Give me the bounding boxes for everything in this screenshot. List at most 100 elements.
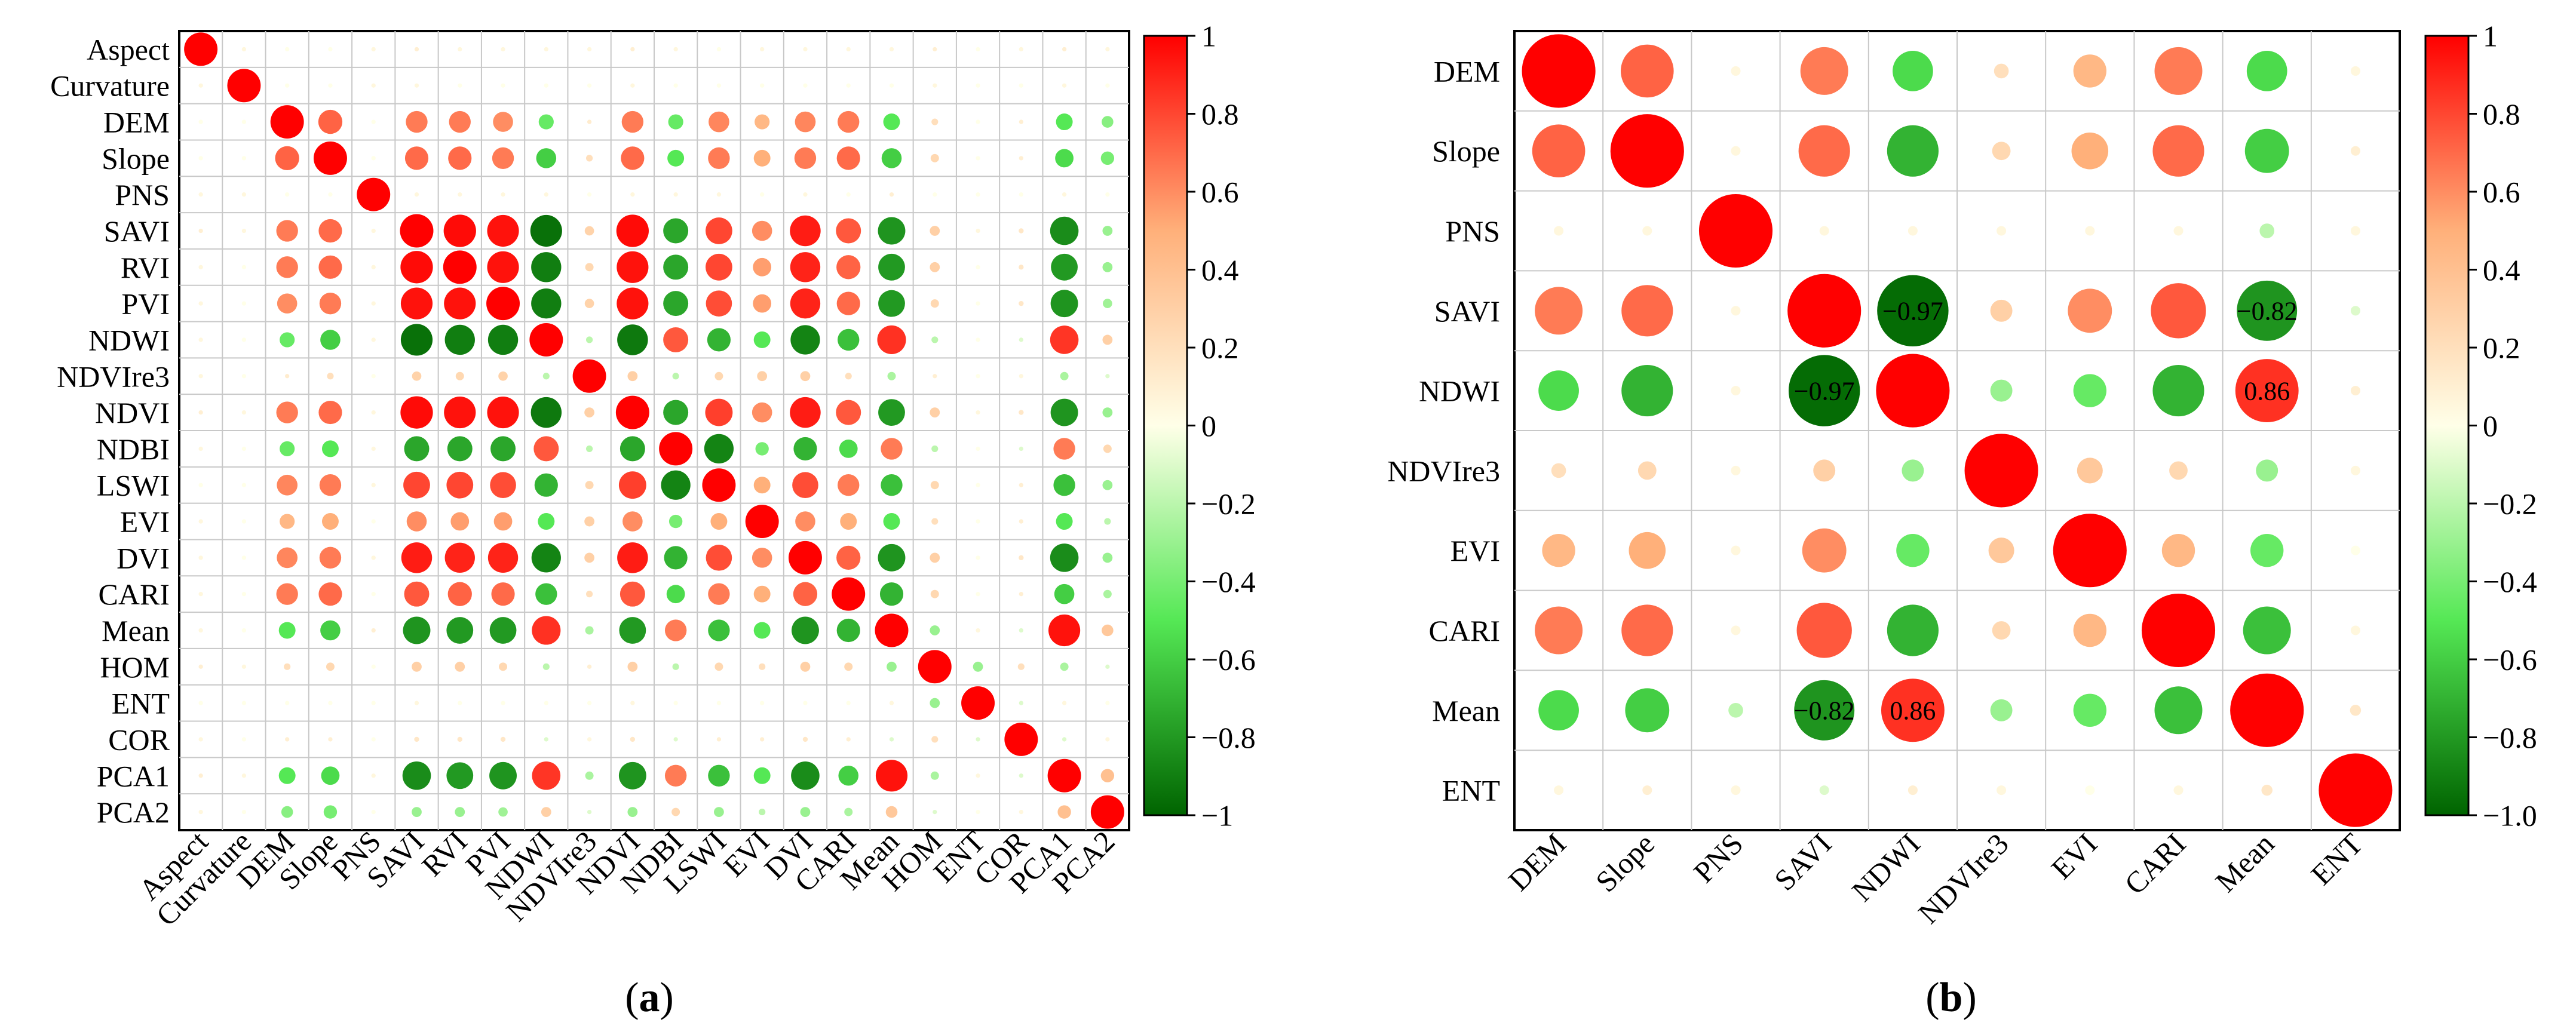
cell-PCA1-Slope (321, 766, 340, 785)
cell-NDVIre3-DVI (800, 371, 811, 382)
row-label: RVI (121, 251, 170, 284)
cell-CARI-CARI (2141, 593, 2216, 668)
cell-DEM-Slope (318, 109, 343, 134)
cell-SAVI-Mean (2237, 280, 2298, 341)
cell-EVI-DEM (280, 514, 295, 529)
cell-PNS-PNS (357, 177, 391, 211)
row-label: NDVIre3 (57, 360, 170, 393)
cell-SAVI-PNS (1731, 306, 1741, 316)
cell-EVI-CARI (2161, 534, 2195, 567)
cell-CARI-DVI (793, 582, 818, 606)
cell-PCA2-LSWI (714, 807, 724, 817)
row-label: CARI (99, 578, 170, 611)
cell-NDVIre3-SAVI (412, 371, 422, 381)
cell-NDWI-EVI (2073, 374, 2106, 407)
cell-NDWI-SAVI (400, 324, 433, 356)
cell-DVI-NDVI (617, 542, 648, 573)
row-label: NDWI (1419, 374, 1500, 408)
cell-Aspect-Aspect (184, 32, 218, 66)
cell-DEM-Curvature (241, 119, 247, 124)
cell-Mean-RVI (446, 617, 474, 644)
cell-SAVI-PVI (487, 214, 519, 247)
cell-HOM-Aspect (198, 664, 203, 669)
cell-HOM-NDWI (542, 663, 550, 670)
colorbar (2424, 35, 2470, 816)
cell-COR-PNS (371, 737, 376, 742)
row-label: ENT (112, 687, 170, 720)
cell-NDVIre3-PCA1 (1060, 371, 1069, 380)
cell-Mean-NDVIre3 (1990, 699, 2013, 721)
cell-SAVI-PCA1 (1050, 216, 1079, 245)
colorbar-tick-label: −0.4 (2483, 565, 2537, 598)
cell-HOM-NDBI (672, 663, 679, 670)
cell-DEM-LSWI (709, 111, 729, 133)
cell-Slope-EVI (2071, 132, 2109, 170)
cell-Slope-ENT (976, 156, 980, 161)
value-label: −0.82 (2237, 297, 2298, 326)
row-label: DEM (103, 106, 170, 139)
cell-PNS-EVI (2085, 226, 2095, 236)
cell-EVI-Mean (883, 513, 900, 530)
cell-NDWI-ENT (2350, 386, 2360, 396)
cell-COR-Aspect (198, 737, 203, 742)
cell-CARI-Curvature (241, 592, 247, 597)
cell-ENT-LSWI (716, 701, 722, 705)
cell-DVI-DEM (277, 547, 298, 569)
cell-SAVI-Slope (1621, 285, 1673, 337)
cell-PNS-SAVI (414, 192, 419, 197)
cell-SAVI-RVI (443, 214, 476, 247)
cell-ENT-NDWI (544, 701, 548, 705)
row-label: COR (108, 723, 170, 756)
cell-COR-RVI (457, 736, 462, 742)
cell-NDVIre3-ENT (2350, 465, 2360, 475)
cell-LSWI-RVI (446, 471, 474, 499)
cell-DEM-EVI (2073, 54, 2106, 88)
cell-ENT-Mean (2261, 784, 2273, 796)
cell-Mean-ENT (2350, 705, 2362, 716)
cell-NDBI-Aspect (198, 446, 203, 452)
cell-ENT-EVI (760, 701, 765, 705)
cell-HOM-NDVI (627, 661, 638, 672)
cell-DEM-NDVIre3 (587, 119, 592, 124)
cell-ENT-PNS (371, 701, 376, 705)
cell-HOM-CARI (844, 662, 853, 671)
cell-EVI-PNS (371, 519, 376, 524)
cell-HOM-PVI (499, 662, 508, 671)
cell-Curvature-DVI (803, 83, 808, 88)
cell-Mean-PNS (371, 628, 376, 633)
cell-CARI-Mean (2243, 606, 2291, 655)
cell-CARI-LSWI (708, 583, 730, 605)
cell-NDBI-DEM (280, 441, 295, 456)
cell-LSWI-DEM (277, 474, 298, 496)
cell-NDVI-COR (1019, 410, 1024, 415)
cell-HOM-NDVIre3 (587, 664, 592, 669)
cell-SAVI-NDVI (616, 214, 649, 247)
cell-Curvature-PNS (371, 83, 376, 88)
cell-NDVIre3-CARI (2169, 461, 2188, 480)
cell-EVI-ENT (2350, 545, 2360, 555)
cell-SAVI-DEM (276, 220, 298, 242)
cell-EVI-LSWI (710, 513, 728, 530)
cell-DEM-Mean (2246, 51, 2287, 91)
cell-NDWI-NDVIre3 (1990, 379, 2013, 402)
cell-Aspect-NDVIre3 (587, 47, 592, 52)
colorbar-tick-label: 0.2 (1201, 331, 1239, 365)
cell-PCA2-Curvature (241, 809, 247, 815)
cell-LSWI-LSWI (702, 468, 736, 502)
cell-Slope-Curvature (241, 156, 247, 161)
cell-Curvature-DEM (285, 83, 290, 88)
cell-RVI-DEM (276, 256, 298, 278)
cell-DVI-ENT (976, 555, 980, 560)
cell-NDVI-PNS (371, 410, 376, 415)
colorbar-tick-label: −0.6 (2483, 643, 2537, 677)
cell-NDVI-Slope (318, 401, 342, 425)
cell-NDVIre3-PVI (498, 371, 508, 381)
row-label: NDWI (88, 323, 170, 357)
cell-NDWI-NDWI (529, 323, 563, 357)
cell-Curvature-COR (1019, 83, 1023, 88)
cell-SAVI-Mean (878, 217, 906, 245)
cell-HOM-ENT (973, 661, 983, 672)
cell-ENT-Mean (889, 701, 894, 705)
cell-LSWI-Curvature (241, 483, 247, 487)
cell-PCA1-ENT (976, 773, 980, 778)
